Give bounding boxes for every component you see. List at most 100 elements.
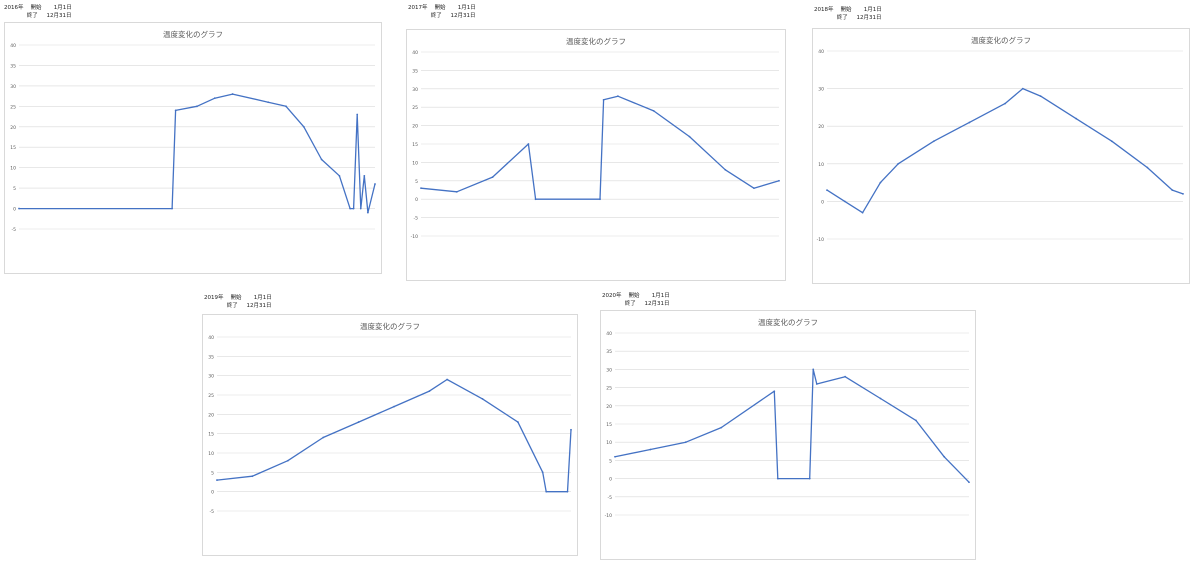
data-point — [684, 441, 687, 444]
y-tick-label: 35 — [208, 354, 214, 360]
y-tick-label: 30 — [606, 367, 612, 373]
data-point — [216, 479, 218, 481]
y-tick-label: 35 — [606, 349, 612, 355]
panel-header: 2018年 開始 1月1日 終了 12月31日 — [814, 6, 882, 22]
data-point — [393, 405, 395, 408]
chart-frame: 温度変化のグラフ -5 0 5 10 15 20 25 30 35 40 — [202, 314, 578, 556]
data-point — [213, 97, 216, 100]
data-point — [617, 95, 619, 98]
data-point — [428, 390, 431, 393]
data-point — [599, 198, 601, 201]
y-tick-label: -5 — [414, 216, 419, 222]
data-point — [1171, 189, 1174, 192]
data-point — [652, 109, 655, 112]
data-point — [815, 383, 818, 385]
chart-title: 温度変化のグラフ — [163, 30, 223, 39]
chart-frame: 温度変化のグラフ -10 0 10 20 30 40 — [812, 28, 1190, 284]
y-tick-label: 20 — [818, 124, 824, 130]
data-point — [570, 428, 572, 431]
data-point — [843, 200, 846, 203]
y-tick-label: 25 — [208, 393, 214, 399]
data-point — [773, 390, 776, 393]
y-tick-label: -10 — [605, 513, 612, 519]
y-tick-label: 20 — [412, 124, 418, 130]
panel-header: 2016年 開始 1月1日 終了 12月31日 — [4, 4, 72, 20]
data-point — [566, 490, 569, 493]
data-point — [267, 101, 270, 104]
data-point — [753, 187, 755, 190]
chart-title: 温度変化のグラフ — [971, 36, 1031, 45]
end-label: 終了 — [26, 13, 38, 19]
data-point — [826, 189, 828, 192]
data-point — [932, 140, 935, 143]
data-point — [541, 471, 544, 474]
y-tick-label: 30 — [818, 87, 824, 93]
data-point — [357, 421, 360, 423]
chart-frame: 温度変化のグラフ -10 -5 0 5 10 15 20 25 30 35 40 — [600, 310, 976, 560]
year-label: 2017年 — [408, 5, 428, 11]
y-tick-label: 40 — [818, 49, 824, 55]
end-date: 12月31日 — [450, 13, 476, 19]
panel-header: 2017年 開始 1月1日 終了 12月31日 — [408, 4, 476, 20]
panel-header: 2019年 開始 1月1日 終了 12月31日 — [204, 294, 272, 310]
y-tick-label: 30 — [412, 87, 418, 93]
chart-svg: -5 0 5 10 15 20 25 30 35 40 — [10, 43, 376, 233]
data-point — [1039, 95, 1042, 98]
start-date: 1月1日 — [457, 5, 476, 11]
y-tick-label: 0 — [211, 490, 214, 496]
data-point — [602, 98, 605, 101]
start-date: 1月1日 — [863, 7, 882, 13]
y-tick-label: -5 — [210, 509, 215, 515]
y-tick-label: 15 — [10, 145, 16, 151]
data-point — [897, 162, 900, 165]
chart-title: 温度変化のグラフ — [758, 318, 818, 327]
y-tick-label: 5 — [211, 470, 214, 476]
start-label: 開始 — [434, 5, 446, 11]
data-point — [1146, 166, 1149, 169]
data-point — [968, 481, 970, 484]
data-point — [349, 207, 351, 210]
y-tick-label: 10 — [412, 160, 418, 166]
data-point — [481, 397, 484, 400]
data-point — [285, 105, 287, 108]
y-tick-label: -5 — [12, 227, 17, 233]
y-tick-label: 0 — [609, 477, 612, 483]
start-label: 開始 — [840, 7, 852, 13]
end-label: 終了 — [836, 15, 848, 21]
data-point — [420, 187, 422, 190]
data-point — [363, 174, 366, 177]
data-point — [359, 207, 362, 210]
start-label: 開始 — [30, 5, 42, 11]
data-point — [527, 143, 530, 145]
y-tick-label: 25 — [412, 105, 418, 111]
data-point — [338, 174, 341, 177]
data-point — [844, 375, 846, 378]
end-date: 12月31日 — [46, 13, 72, 19]
data-point — [720, 426, 723, 429]
end-date: 12月31日 — [856, 15, 882, 21]
start-date: 1月1日 — [651, 293, 670, 299]
data-point — [649, 448, 652, 451]
data-point — [18, 207, 20, 210]
year-label: 2020年 — [602, 293, 622, 299]
start-label: 開始 — [628, 293, 640, 299]
y-tick-label: 10 — [606, 440, 612, 446]
y-tick-label: 40 — [10, 43, 16, 49]
data-point — [196, 105, 198, 108]
temperature-line — [19, 93, 376, 214]
end-label: 終了 — [430, 13, 442, 19]
data-point — [352, 207, 355, 210]
chart-svg: -10 -5 0 5 10 15 20 25 30 35 40 — [411, 50, 780, 240]
y-tick-label: 10 — [10, 166, 16, 172]
data-point — [1004, 102, 1006, 105]
temperature-line — [614, 368, 970, 483]
data-point — [545, 490, 548, 493]
data-point — [1182, 192, 1184, 195]
y-tick-label: 25 — [10, 104, 16, 110]
data-point — [174, 109, 177, 112]
data-point — [374, 183, 376, 185]
y-tick-label: 15 — [606, 422, 612, 428]
chart-frame: 温度変化のグラフ -10 -5 0 5 10 15 20 25 30 35 40 — [406, 29, 786, 281]
start-label: 開始 — [230, 295, 242, 301]
y-tick-label: 5 — [609, 458, 612, 464]
